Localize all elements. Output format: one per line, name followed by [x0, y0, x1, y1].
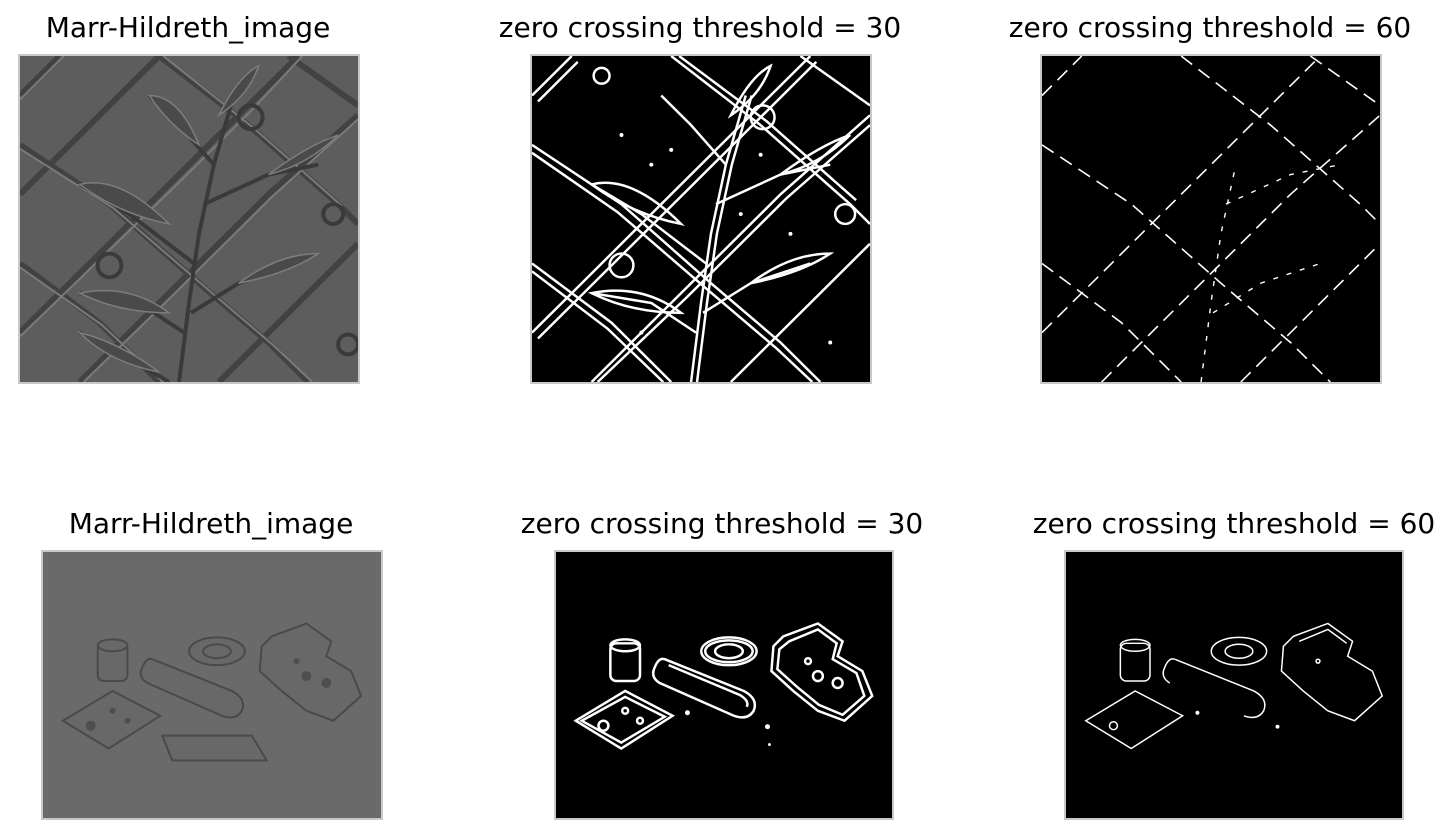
marr-hildreth-image-plant [18, 54, 360, 384]
panel-title: zero crossing threshold = 30 [520, 507, 924, 540]
panel-title: zero crossing threshold = 60 [1008, 11, 1412, 44]
panel-title: Marr-Hildreth_image [68, 507, 354, 540]
panel-title: zero crossing threshold = 60 [1032, 507, 1436, 540]
zero-crossing-60-plant [1040, 54, 1382, 384]
zero-crossing-30-objects [554, 550, 894, 820]
zero-crossing-60-objects [1064, 550, 1404, 820]
zero-crossing-30-plant [530, 54, 872, 384]
marr-hildreth-image-objects [41, 550, 383, 820]
panel-title: zero crossing threshold = 30 [498, 11, 902, 44]
panel-title: Marr-Hildreth_image [45, 11, 331, 44]
